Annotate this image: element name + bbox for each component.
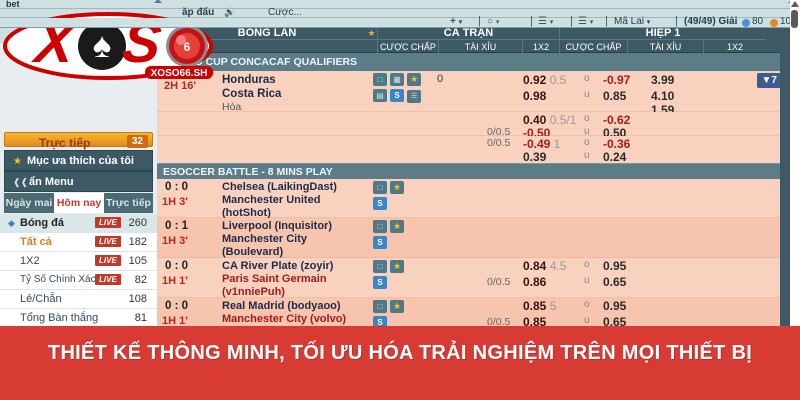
svg-text:XOSO66.SH: XOSO66.SH xyxy=(151,68,208,79)
svg-text:6: 6 xyxy=(184,40,191,54)
svg-text:♠: ♠ xyxy=(93,26,112,65)
